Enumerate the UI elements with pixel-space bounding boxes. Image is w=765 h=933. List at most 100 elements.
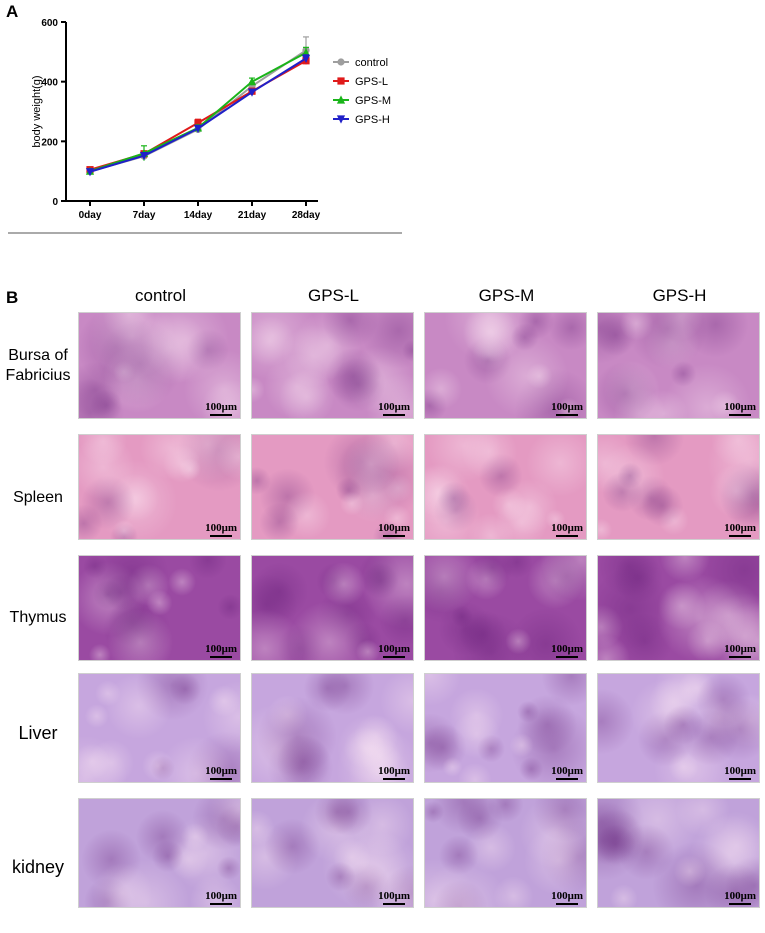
y-tick-label: 0: [52, 197, 58, 208]
data-point-gps-h: [85, 168, 95, 177]
row-label-spleen: Spleen: [13, 489, 63, 506]
y-tick-label: 200: [41, 137, 58, 148]
x-tick-label: 21day: [238, 210, 267, 221]
histology-image-spleen-control: 100μm: [78, 434, 241, 540]
scale-bar-line: [383, 656, 406, 658]
scale-bar-label: 100μm: [205, 765, 237, 777]
scale-bar-label: 100μm: [551, 765, 583, 777]
legend-marker-gps-m: [336, 95, 346, 104]
row-label-bursa: Bursa of Fabricius: [5, 347, 71, 384]
scale-bar-label: 100μm: [724, 401, 756, 413]
scale-bar-label: 100μm: [205, 643, 237, 655]
scale-bar: 100μm: [205, 891, 237, 905]
series-line-gps-m: [89, 51, 307, 173]
histology-image-kidney-control: 100μm: [78, 798, 241, 908]
panel-b-label: B: [6, 288, 19, 307]
series-line-gps-l: [89, 59, 307, 171]
scale-bar: 100μm: [378, 523, 410, 537]
histology-image-thymus-gps-m: 100μm: [424, 555, 587, 661]
scale-bar: 100μm: [724, 766, 756, 780]
scale-bar-line: [383, 414, 406, 416]
scale-bar-line: [556, 656, 579, 658]
scale-bar-line: [383, 903, 406, 905]
scale-bar: 100μm: [205, 644, 237, 658]
legend-marker-gps-h: [336, 115, 346, 124]
y-tick-label: 600: [41, 18, 58, 29]
data-point-gps-h: [193, 124, 203, 134]
x-tick-label: 0day: [79, 210, 102, 221]
data-point-gps-m: [247, 77, 257, 86]
scale-bar: 100μm: [724, 891, 756, 905]
scale-bar-line: [729, 535, 752, 537]
column-header-gps-l: GPS-L: [307, 286, 360, 305]
y-tick-label: 400: [41, 78, 58, 89]
scale-bar: 100μm: [551, 766, 583, 780]
scale-bar: 100μm: [724, 644, 756, 658]
legend-marker-control: [337, 58, 345, 66]
row-label-liver: Liver: [18, 723, 58, 743]
histology-image-kidney-gps-m: 100μm: [424, 798, 587, 908]
scale-bar: 100μm: [378, 402, 410, 416]
panel-a-label: A: [6, 2, 19, 21]
scale-bar: 100μm: [378, 891, 410, 905]
data-point-gps-h: [139, 152, 149, 161]
scale-bar-line: [210, 656, 233, 658]
x-tick-label: 7day: [133, 210, 156, 221]
scale-bar-label: 100μm: [378, 401, 410, 413]
scale-bar-line: [210, 535, 233, 537]
scale-bar-label: 100μm: [205, 890, 237, 902]
data-point-gps-h: [301, 54, 311, 63]
scale-bar-line: [556, 535, 579, 537]
scale-bar: 100μm: [724, 402, 756, 416]
scale-bar-label: 100μm: [724, 890, 756, 902]
scale-bar: 100μm: [551, 891, 583, 905]
histology-image-kidney-gps-l: 100μm: [251, 798, 414, 908]
histology-image-spleen-gps-h: 100μm: [597, 434, 760, 540]
histology-image-bursa-control: 100μm: [78, 312, 241, 419]
scale-bar: 100μm: [551, 523, 583, 537]
histology-image-thymus-gps-h: 100μm: [597, 555, 760, 661]
scale-bar: 100μm: [551, 402, 583, 416]
column-header-control: control: [134, 286, 187, 305]
scale-bar-line: [556, 903, 579, 905]
scale-bar-line: [383, 778, 406, 780]
scale-bar-label: 100μm: [551, 522, 583, 534]
histology-image-liver-gps-l: 100μm: [251, 673, 414, 783]
scale-bar: 100μm: [378, 644, 410, 658]
data-point-gps-h: [247, 88, 257, 97]
scale-bar-label: 100μm: [378, 522, 410, 534]
scale-bar-line: [210, 903, 233, 905]
x-tick-label: 28day: [292, 210, 321, 221]
scale-bar-line: [729, 656, 752, 658]
row-label-kidney: kidney: [11, 857, 65, 877]
histology-image-spleen-gps-l: 100μm: [251, 434, 414, 540]
scale-bar-label: 100μm: [205, 522, 237, 534]
histology-image-bursa-gps-h: 100μm: [597, 312, 760, 419]
scale-bar-line: [383, 535, 406, 537]
series-line-control: [89, 49, 307, 173]
scale-bar-label: 100μm: [724, 522, 756, 534]
x-tick-label: 14day: [184, 210, 213, 221]
scale-bar-label: 100μm: [724, 765, 756, 777]
legend-label-control: control: [355, 57, 388, 69]
scale-bar-label: 100μm: [551, 890, 583, 902]
column-header-gps-m: GPS-M: [478, 286, 535, 305]
scale-bar: 100μm: [551, 644, 583, 658]
scale-bar-label: 100μm: [551, 643, 583, 655]
histology-image-bursa-gps-l: 100μm: [251, 312, 414, 419]
scale-bar-line: [729, 903, 752, 905]
scale-bar: 100μm: [205, 523, 237, 537]
histology-image-bursa-gps-m: 100μm: [424, 312, 587, 419]
histology-image-liver-control: 100μm: [78, 673, 241, 783]
data-point-gps-l: [194, 119, 202, 127]
scale-bar: 100μm: [205, 766, 237, 780]
scale-bar-line: [556, 414, 579, 416]
scale-bar-label: 100μm: [551, 401, 583, 413]
scale-bar-label: 100μm: [724, 643, 756, 655]
histology-image-thymus-control: 100μm: [78, 555, 241, 661]
scale-bar-line: [729, 414, 752, 416]
y-axis-label: body weight(g): [31, 75, 43, 147]
scale-bar-label: 100μm: [378, 765, 410, 777]
scale-bar: 100μm: [378, 766, 410, 780]
histology-image-kidney-gps-h: 100μm: [597, 798, 760, 908]
